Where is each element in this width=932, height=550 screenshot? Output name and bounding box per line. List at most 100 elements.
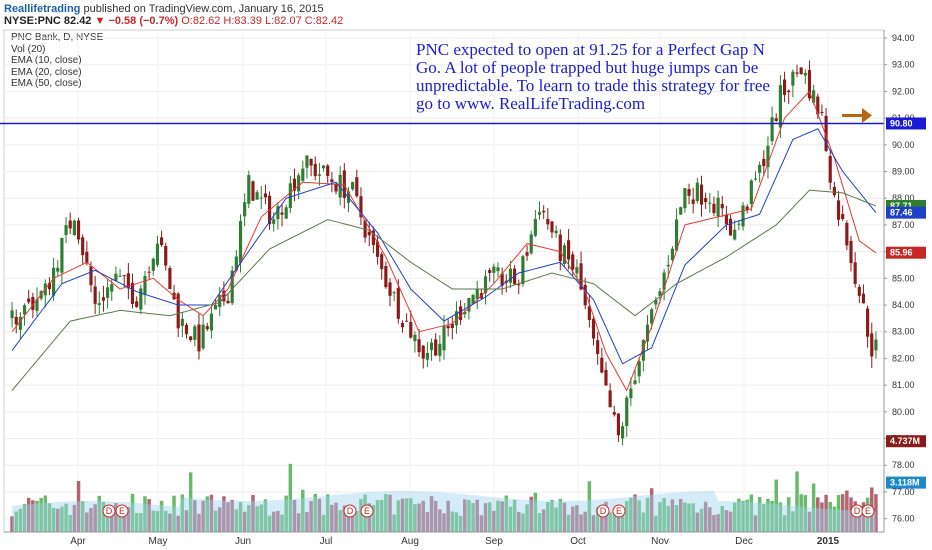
candle-body bbox=[616, 413, 621, 436]
volume-bar bbox=[309, 501, 313, 532]
candle-body bbox=[151, 258, 155, 271]
candle-body bbox=[629, 388, 633, 399]
volume-bar bbox=[147, 499, 151, 532]
candle-body bbox=[434, 339, 438, 356]
candle-body bbox=[463, 311, 467, 315]
candle-body bbox=[321, 165, 326, 169]
candle-body bbox=[583, 284, 587, 306]
candle-body bbox=[558, 234, 562, 262]
price-tag-label: 85.96 bbox=[890, 248, 913, 258]
volume-bar bbox=[678, 498, 683, 532]
candle-body bbox=[334, 184, 338, 192]
volume-bar bbox=[720, 505, 725, 532]
candle-body bbox=[762, 158, 766, 167]
volume-bar bbox=[446, 500, 450, 532]
candle-body bbox=[483, 276, 488, 294]
legend-ema50[interactable]: EMA (50, close) bbox=[11, 78, 82, 89]
volume-bar bbox=[604, 501, 608, 532]
candle-body bbox=[454, 311, 459, 326]
candle-body bbox=[139, 288, 143, 310]
volume-bar bbox=[379, 499, 384, 532]
candle-body bbox=[795, 72, 799, 74]
volume-bar bbox=[612, 510, 617, 532]
candle-body bbox=[691, 199, 695, 204]
volume-bar bbox=[263, 499, 268, 532]
volume-bar bbox=[562, 502, 567, 532]
y-tick-label: 87.00 bbox=[892, 220, 915, 230]
candle-body bbox=[280, 212, 284, 215]
candle-body bbox=[500, 273, 504, 286]
candle-body bbox=[255, 192, 259, 200]
candle-body bbox=[218, 295, 222, 308]
volume-bar bbox=[292, 499, 297, 532]
candle-body bbox=[587, 306, 591, 321]
volume-bar bbox=[824, 494, 828, 532]
candle-body bbox=[633, 380, 637, 384]
volume-bar bbox=[400, 498, 405, 532]
candle-body bbox=[716, 197, 720, 217]
candle-body bbox=[251, 181, 255, 201]
volume-bar bbox=[93, 504, 97, 532]
volume-bar bbox=[259, 504, 264, 532]
volume-bar bbox=[284, 495, 288, 532]
volume-bar bbox=[666, 505, 671, 532]
candle-body bbox=[18, 316, 22, 330]
volume-bar bbox=[699, 508, 704, 532]
candle-body bbox=[658, 291, 662, 296]
candle-body bbox=[459, 306, 463, 321]
ticker-ohlc: O:82.62 H:83.39 L:82.07 C:82.42 bbox=[181, 15, 344, 27]
candle-body bbox=[375, 241, 380, 257]
volume-bar bbox=[317, 498, 322, 532]
ema20-line bbox=[11, 128, 877, 365]
candle-body bbox=[226, 300, 230, 304]
volume-bar bbox=[463, 499, 467, 532]
volume-bar bbox=[703, 501, 708, 532]
author-link[interactable]: Reallifetrading bbox=[4, 3, 81, 15]
candle-body bbox=[662, 272, 666, 290]
event-marker-icon bbox=[360, 504, 374, 518]
candle-body bbox=[537, 212, 542, 215]
volume-bar bbox=[533, 492, 538, 532]
volume-bar bbox=[118, 507, 122, 532]
candle-body bbox=[214, 304, 218, 310]
legend-volume[interactable]: Vol (20) bbox=[11, 43, 46, 55]
volume-bar bbox=[213, 510, 218, 532]
legend-ema20[interactable]: EMA (20, close) bbox=[11, 66, 82, 78]
candle-body bbox=[355, 177, 359, 197]
y-tick-label: 82.00 bbox=[892, 353, 915, 363]
candle-body bbox=[712, 203, 716, 214]
volume-bar bbox=[271, 511, 276, 532]
volume-bar bbox=[342, 505, 347, 532]
volume-bar bbox=[413, 504, 417, 532]
volume-bar bbox=[712, 515, 716, 532]
legend-symbol[interactable]: PNC Bank, D, NYSE bbox=[11, 32, 104, 43]
candle-body bbox=[579, 263, 583, 290]
volume-bar bbox=[633, 494, 637, 532]
candle-body bbox=[429, 342, 434, 351]
y-tick-label: 81.00 bbox=[892, 380, 915, 390]
volume-bar bbox=[546, 502, 550, 532]
legend-ema10[interactable]: EMA (10, close) bbox=[11, 55, 82, 66]
volume-bar bbox=[537, 513, 542, 532]
volume-bar bbox=[799, 494, 803, 532]
candle-body bbox=[650, 309, 654, 324]
candle-body bbox=[114, 273, 118, 281]
volume-bar bbox=[670, 499, 675, 532]
candle-body bbox=[392, 292, 396, 294]
candle-body bbox=[326, 165, 330, 176]
ticker-line: NYSE:PNC 82.42 ▼ −0.58 (−0.7%) O:82.62 H… bbox=[4, 15, 343, 27]
candle-body bbox=[612, 412, 616, 415]
volume-bar bbox=[388, 494, 392, 532]
volume-bar bbox=[396, 500, 401, 532]
volume-bar bbox=[338, 510, 342, 532]
volume-bar bbox=[417, 503, 421, 532]
volume-bar bbox=[595, 507, 600, 532]
candle-body bbox=[176, 293, 180, 329]
volume-bar bbox=[334, 502, 338, 532]
candle-body bbox=[126, 273, 130, 289]
volume-bar bbox=[433, 500, 438, 532]
candle-body bbox=[554, 230, 558, 234]
volume-bar bbox=[782, 515, 787, 532]
volume-bar bbox=[355, 510, 359, 532]
